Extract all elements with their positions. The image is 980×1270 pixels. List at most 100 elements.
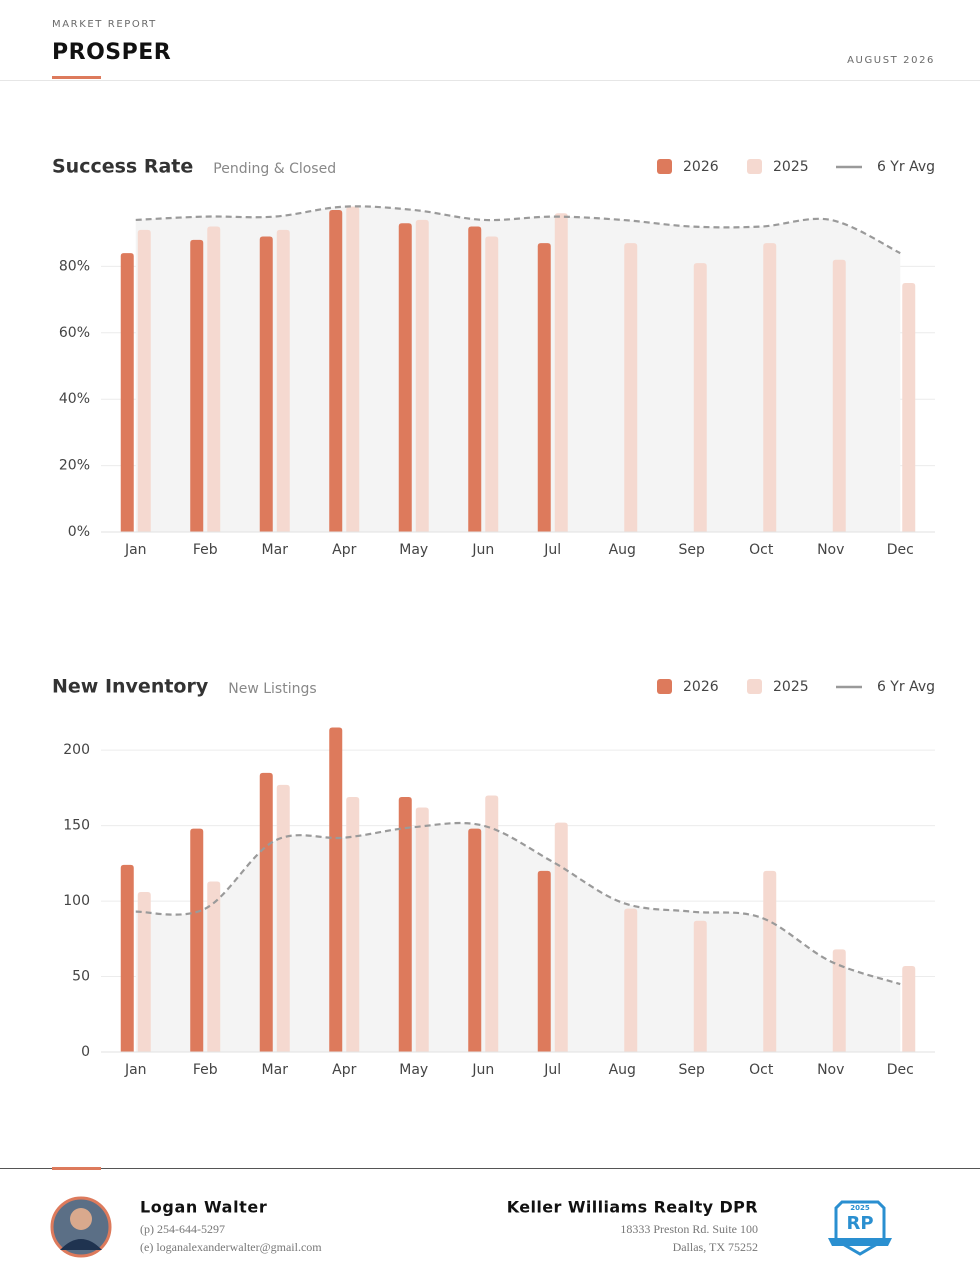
legend-label: 2025 bbox=[773, 679, 809, 695]
legend-label: 2025 bbox=[773, 159, 809, 175]
x-tick-label: Apr bbox=[332, 1062, 356, 1078]
x-tick-label: Feb bbox=[193, 1062, 218, 1078]
x-tick-label: Nov bbox=[817, 1062, 844, 1078]
x-tick-label: Dec bbox=[887, 1062, 914, 1078]
y-tick-label: 80% bbox=[59, 258, 90, 274]
bar bbox=[259, 772, 273, 1052]
company-name: Keller Williams Realty DPR bbox=[507, 1198, 758, 1217]
bar bbox=[693, 263, 707, 532]
chart-title: New Inventory bbox=[52, 676, 209, 698]
x-tick-label: Apr bbox=[332, 542, 356, 558]
badge-year: 2025 bbox=[850, 1204, 870, 1212]
bar bbox=[207, 881, 221, 1052]
badge bbox=[828, 1200, 892, 1256]
bar bbox=[468, 828, 482, 1052]
avg-area bbox=[135, 823, 901, 1052]
bar bbox=[554, 822, 568, 1052]
kicker: MARKET REPORT bbox=[52, 19, 157, 30]
avg-area bbox=[135, 206, 901, 532]
bar bbox=[190, 239, 204, 532]
bar bbox=[259, 236, 273, 532]
footer-accent bbox=[52, 1167, 101, 1170]
x-tick-label: Jan bbox=[124, 542, 147, 558]
y-tick-label: 50 bbox=[72, 969, 90, 985]
bar bbox=[832, 949, 846, 1052]
report-title: PROSPER bbox=[52, 40, 171, 65]
bar bbox=[537, 870, 551, 1052]
bar bbox=[554, 213, 568, 532]
x-tick-label: Jun bbox=[471, 542, 494, 558]
x-tick-label: Oct bbox=[749, 542, 774, 558]
bar bbox=[832, 259, 846, 532]
bar bbox=[485, 795, 499, 1052]
avatar bbox=[50, 1196, 112, 1258]
agent-email: (e) loganalexanderwalter@gmail.com bbox=[140, 1240, 322, 1254]
report-date: AUGUST 2026 bbox=[847, 55, 935, 66]
y-tick-label: 20% bbox=[59, 458, 90, 474]
legend-label: 2026 bbox=[683, 159, 719, 175]
bar bbox=[485, 236, 499, 532]
bar bbox=[120, 253, 134, 532]
x-tick-label: Feb bbox=[193, 542, 218, 558]
y-tick-label: 40% bbox=[59, 391, 90, 407]
bar bbox=[120, 864, 134, 1052]
company-address: 18333 Preston Rd. Suite 100 bbox=[620, 1222, 758, 1236]
bar bbox=[137, 892, 151, 1052]
x-tick-label: Jul bbox=[543, 1062, 561, 1078]
badge-initials: RP bbox=[846, 1213, 873, 1234]
x-tick-label: May bbox=[399, 1062, 428, 1078]
x-tick-label: Jun bbox=[471, 1062, 494, 1078]
x-tick-label: Jul bbox=[543, 542, 561, 558]
y-tick-label: 60% bbox=[59, 325, 90, 341]
y-tick-label: 100 bbox=[63, 893, 90, 909]
agent-phone: (p) 254-644-5297 bbox=[140, 1222, 225, 1236]
bar bbox=[398, 796, 412, 1052]
legend-swatch bbox=[657, 679, 672, 694]
chart-subtitle: Pending & Closed bbox=[213, 161, 336, 177]
bar bbox=[468, 226, 482, 532]
bar bbox=[763, 870, 777, 1052]
legend-swatch bbox=[747, 679, 762, 694]
company-city: Dallas, TX 75252 bbox=[673, 1240, 758, 1254]
x-tick-label: Sep bbox=[679, 542, 706, 558]
y-tick-label: 200 bbox=[63, 742, 90, 758]
x-tick-label: Dec bbox=[887, 542, 914, 558]
x-tick-label: Mar bbox=[262, 1062, 289, 1078]
bar bbox=[137, 229, 151, 532]
avg-line bbox=[135, 821, 901, 986]
bar bbox=[415, 807, 429, 1052]
bar bbox=[329, 209, 343, 532]
bar bbox=[415, 219, 429, 533]
legend-swatch bbox=[747, 159, 762, 174]
legend-label: 2026 bbox=[683, 679, 719, 695]
bar bbox=[329, 727, 343, 1052]
bar bbox=[624, 243, 638, 532]
x-tick-label: Aug bbox=[609, 542, 636, 558]
bar bbox=[693, 920, 707, 1052]
legend-swatch bbox=[657, 159, 672, 174]
x-tick-label: Nov bbox=[817, 542, 844, 558]
bar bbox=[207, 226, 221, 532]
bar bbox=[346, 206, 360, 532]
x-tick-label: Aug bbox=[609, 1062, 636, 1078]
legend-label: 6 Yr Avg bbox=[877, 679, 935, 695]
y-tick-label: 0 bbox=[81, 1044, 90, 1060]
x-tick-label: Mar bbox=[262, 542, 289, 558]
legend-label: 6 Yr Avg bbox=[877, 159, 935, 175]
bar bbox=[902, 965, 916, 1052]
avg-line bbox=[135, 205, 901, 255]
x-tick-label: Jan bbox=[124, 1062, 147, 1078]
bar bbox=[763, 243, 777, 532]
bar bbox=[624, 908, 638, 1052]
bar bbox=[276, 784, 290, 1052]
title-accent bbox=[52, 76, 101, 79]
x-tick-label: Oct bbox=[749, 1062, 774, 1078]
y-tick-label: 150 bbox=[63, 818, 90, 834]
bar bbox=[190, 828, 204, 1052]
x-tick-label: Sep bbox=[679, 1062, 706, 1078]
bar bbox=[346, 796, 360, 1052]
x-tick-label: May bbox=[399, 542, 428, 558]
bar bbox=[902, 283, 916, 532]
